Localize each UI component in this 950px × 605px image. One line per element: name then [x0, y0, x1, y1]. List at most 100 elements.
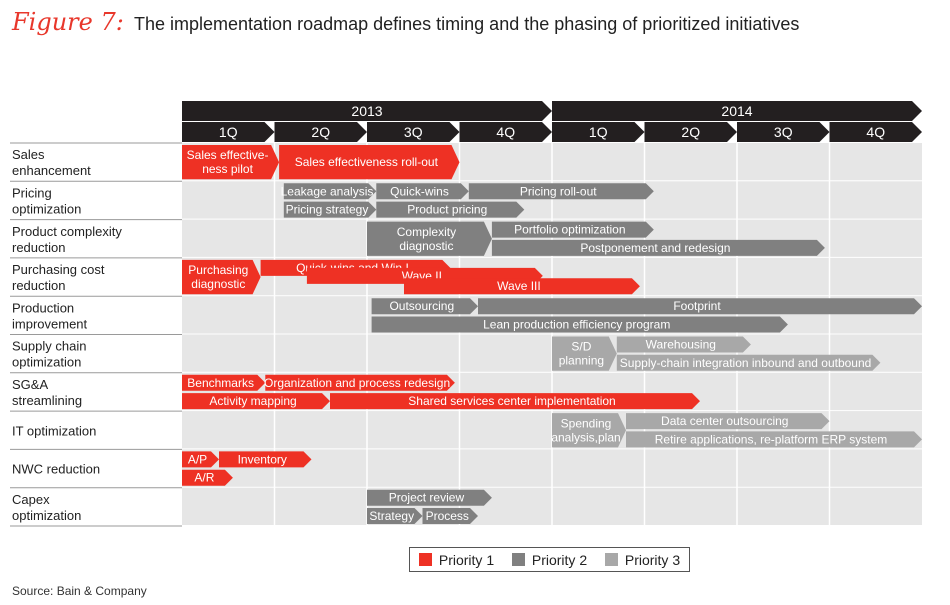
bar-label-24-0: Spending — [561, 416, 612, 430]
roadmap-bar-31 — [367, 508, 423, 524]
roadmap-bar-5 — [283, 201, 377, 218]
legend-item-priority-2: Priority 2 — [511, 551, 588, 568]
roadmap-bar-28 — [219, 451, 312, 468]
row-label-1-0: Pricing — [12, 185, 52, 200]
quarter-header-6 — [737, 122, 830, 142]
roadmap-bar-29 — [182, 469, 233, 486]
roadmap-bar-26 — [626, 431, 922, 448]
row-label-2-1: reduction — [12, 240, 65, 255]
roadmap-bar-1 — [279, 145, 460, 180]
legend-label-priority-2: Priority 2 — [531, 551, 588, 568]
roadmap-bar-18 — [616, 336, 751, 353]
legend-label-priority-1: Priority 1 — [438, 551, 495, 568]
bar-label-27-0: A/P — [188, 452, 207, 466]
row-label-5-0: Supply chain — [12, 339, 86, 354]
quarter-header-4 — [552, 122, 645, 142]
bar-label-26-0: Retire applications, re-platform ERP sys… — [655, 432, 888, 446]
bar-label-17-0: S/D — [571, 340, 591, 354]
roadmap-bar-9 — [491, 239, 825, 256]
roadmap-bar-17 — [552, 336, 617, 371]
row-label-6-1: streamlining — [12, 393, 82, 408]
roadmap-bar-15 — [478, 298, 922, 315]
row-label-4-1: improvement — [12, 316, 88, 331]
roadmap-bar-7 — [367, 221, 492, 256]
bar-label-28-0: Inventory — [238, 452, 287, 466]
bar-label-29-0: A/R — [194, 471, 214, 485]
bar-label-10-0: Purchasing — [188, 263, 248, 277]
bar-label-9-0: Postponement and redesign — [580, 241, 730, 255]
roadmap-bar-3 — [376, 183, 469, 200]
legend-item-priority-1: Priority 1 — [418, 551, 495, 568]
bar-label-4-0: Pricing roll-out — [520, 184, 597, 198]
year-label-1: 2014 — [721, 103, 752, 119]
row-label-2-0: Product complexity — [12, 224, 122, 239]
bar-label-30-0: Project review — [389, 491, 465, 505]
quarter-label-7: 4Q — [866, 124, 885, 140]
row-label-8-0: NWC reduction — [12, 462, 100, 477]
bar-label-0-0: Sales effective- — [187, 148, 269, 162]
year-header-1 — [552, 101, 922, 121]
year-header-0 — [182, 101, 552, 121]
row-label-7-0: IT optimization — [12, 423, 96, 438]
quarter-header-0 — [182, 122, 275, 142]
roadmap-bar-21 — [265, 374, 455, 391]
bar-label-7-0: Complexity — [397, 225, 456, 239]
row-label-3-1: reduction — [12, 278, 65, 293]
bar-label-0-1: ness pilot — [202, 162, 253, 176]
quarter-label-3: 4Q — [496, 124, 515, 140]
legend-label-priority-3: Priority 3 — [624, 551, 681, 568]
quarter-label-4: 1Q — [589, 124, 608, 140]
row-label-6-0: SG&A — [12, 377, 48, 392]
roadmap-bar-6 — [376, 201, 525, 218]
bar-label-1-0: Sales effectiveness roll-out — [295, 155, 439, 169]
roadmap-bar-10 — [182, 259, 261, 295]
roadmap-bar-27 — [182, 451, 219, 468]
bar-label-21-0: Organization and process redesign — [264, 376, 450, 390]
bar-label-22-0: Activity mapping — [209, 394, 296, 408]
bar-label-2-0: Leakage analysis — [281, 184, 374, 198]
quarter-label-2: 3Q — [404, 124, 423, 140]
row-label-0-0: Sales — [12, 147, 45, 162]
roadmap-bar-20 — [182, 374, 266, 391]
bar-label-8-0: Portfolio optimization — [514, 223, 625, 237]
bar-label-19-0: Supply-chain integration inbound and out… — [620, 356, 872, 370]
row-label-4-0: Production — [12, 300, 74, 315]
roadmap-bar-32 — [422, 508, 478, 524]
roadmap-chart: 2013 2014 1Q 2Q 3Q 4Q 1Q 2Q 3Q 4Q Salesenhancement… — [10, 101, 922, 527]
bar-label-5-0: Pricing strategy — [286, 203, 369, 217]
row-label-5-1: optimization — [12, 355, 81, 370]
quarter-label-0: 1Q — [219, 124, 238, 140]
bar-label-32-0: Process — [426, 509, 469, 523]
row-label-0-1: enhancement — [12, 163, 91, 178]
bar-label-16-0: Lean production efficiency program — [483, 318, 670, 332]
quarter-header-7 — [829, 122, 922, 142]
quarter-header-2 — [367, 122, 460, 142]
bar-label-25-0: Data center outsourcing — [661, 414, 788, 428]
bar-label-18-0: Warehousing — [646, 338, 716, 352]
bar-label-6-0: Product pricing — [407, 203, 487, 217]
roadmap-bar-16 — [371, 316, 788, 333]
row-label-1-1: optimization — [12, 201, 81, 216]
bar-label-24-1: analysis,plan — [551, 430, 620, 444]
roadmap-bar-23 — [330, 393, 700, 410]
bar-label-3-0: Quick-wins — [390, 184, 449, 198]
bar-label-31-0: Strategy — [369, 509, 414, 523]
quarter-label-1: 2Q — [311, 124, 330, 140]
roadmap-bar-4 — [468, 183, 654, 200]
quarter-header-5 — [644, 122, 737, 142]
figure-label: Figure 7: — [12, 8, 124, 36]
row-label-9-1: optimization — [12, 508, 81, 523]
roadmap-bar-22 — [182, 393, 330, 410]
roadmap-bar-2 — [283, 183, 377, 200]
roadmap-bar-13 — [404, 278, 640, 295]
legend-swatch-priority-1 — [418, 553, 432, 566]
roadmap-bar-24 — [552, 413, 626, 448]
roadmap-bar-14 — [371, 298, 478, 315]
legend: Priority 1 Priority 2 Priority 3 — [409, 547, 690, 572]
figure-title: The implementation roadmap defines timin… — [134, 14, 800, 34]
roadmap-bar-30 — [367, 489, 492, 506]
legend-swatch-priority-3 — [604, 553, 618, 566]
bar-label-7-1: diagnostic — [399, 239, 453, 253]
bar-label-17-1: planning — [559, 354, 604, 368]
quarter-header-1 — [274, 122, 367, 142]
